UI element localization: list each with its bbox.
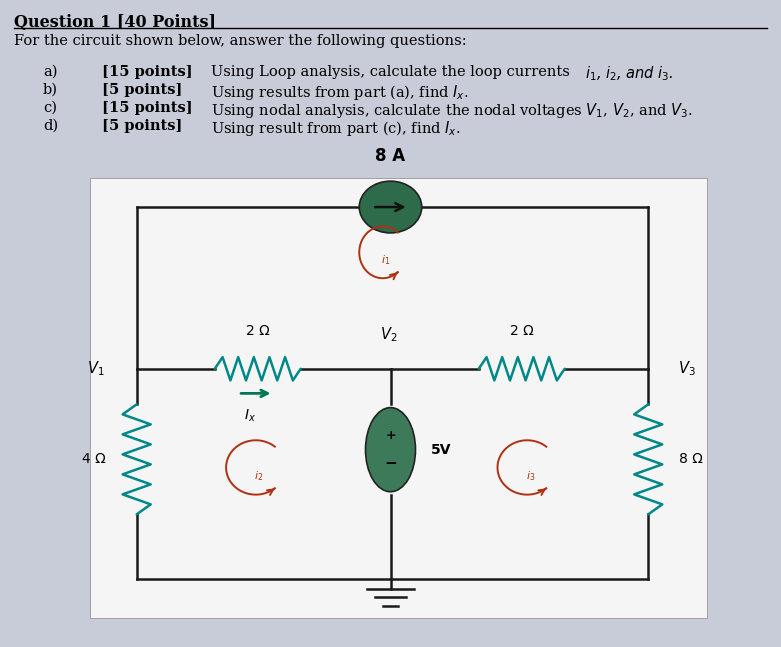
Text: For the circuit shown below, answer the following questions:: For the circuit shown below, answer the … bbox=[14, 34, 467, 48]
Text: [5 points]: [5 points] bbox=[102, 119, 182, 133]
Text: [15 points]: [15 points] bbox=[102, 101, 192, 115]
Text: $i_1$: $i_1$ bbox=[381, 253, 390, 267]
Text: c): c) bbox=[43, 101, 57, 115]
Text: −: − bbox=[384, 456, 397, 472]
Text: Using result from part (c), find $I_x$.: Using result from part (c), find $I_x$. bbox=[211, 119, 460, 138]
Text: d): d) bbox=[43, 119, 58, 133]
Text: 8 A: 8 A bbox=[376, 147, 405, 165]
Bar bbox=[90, 178, 707, 618]
Text: $i_3$: $i_3$ bbox=[526, 468, 535, 483]
Text: 4 Ω: 4 Ω bbox=[82, 452, 105, 466]
Text: [5 points]: [5 points] bbox=[102, 83, 182, 97]
Text: Using results from part (a), find $I_x$.: Using results from part (a), find $I_x$. bbox=[211, 83, 469, 102]
Text: 5V: 5V bbox=[431, 443, 451, 457]
Text: b): b) bbox=[43, 83, 58, 97]
Ellipse shape bbox=[366, 408, 415, 492]
Text: 2 Ω: 2 Ω bbox=[246, 324, 269, 338]
Text: $V_2$: $V_2$ bbox=[380, 325, 398, 344]
Text: 2 Ω: 2 Ω bbox=[510, 324, 533, 338]
Text: Question 1 [40 Points]: Question 1 [40 Points] bbox=[14, 14, 216, 31]
Text: $V_1$: $V_1$ bbox=[87, 360, 105, 378]
Text: Using Loop analysis, calculate the loop currents: Using Loop analysis, calculate the loop … bbox=[211, 65, 574, 79]
Text: $i_1$, $i_2$, and $i_3$.: $i_1$, $i_2$, and $i_3$. bbox=[585, 65, 673, 83]
Text: $V_3$: $V_3$ bbox=[679, 360, 696, 378]
Text: $I_x$: $I_x$ bbox=[244, 408, 256, 424]
Text: +: + bbox=[385, 429, 396, 442]
Text: $i_2$: $i_2$ bbox=[255, 468, 263, 483]
Text: 8 Ω: 8 Ω bbox=[679, 452, 703, 466]
Text: a): a) bbox=[43, 65, 58, 79]
Circle shape bbox=[359, 181, 422, 233]
Text: Using nodal analysis, calculate the nodal voltages $V_1$, $V_2$, and $V_3$.: Using nodal analysis, calculate the noda… bbox=[211, 101, 693, 120]
Text: [15 points]: [15 points] bbox=[102, 65, 192, 79]
